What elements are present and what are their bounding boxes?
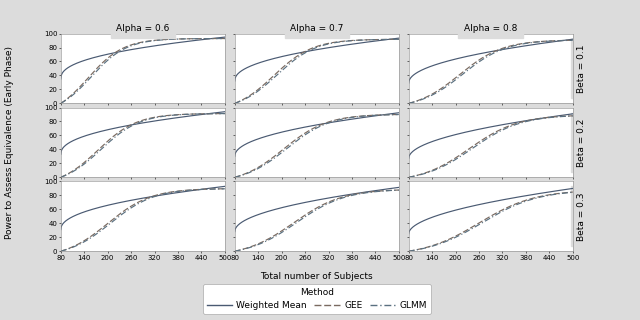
Text: Power to Assess Equivalence (Early Phase): Power to Assess Equivalence (Early Phase… (5, 46, 14, 239)
Title: Alpha = 0.7: Alpha = 0.7 (290, 24, 344, 33)
Y-axis label: Beta = 0.3: Beta = 0.3 (577, 192, 586, 241)
Title: Alpha = 0.6: Alpha = 0.6 (116, 24, 170, 33)
Y-axis label: Beta = 0.1: Beta = 0.1 (577, 44, 586, 93)
Text: Total number of Subjects: Total number of Subjects (260, 272, 373, 281)
Y-axis label: Beta = 0.2: Beta = 0.2 (577, 118, 586, 167)
Legend: Weighted Mean, GEE, GLMM: Weighted Mean, GEE, GLMM (203, 284, 431, 314)
Title: Alpha = 0.8: Alpha = 0.8 (464, 24, 517, 33)
